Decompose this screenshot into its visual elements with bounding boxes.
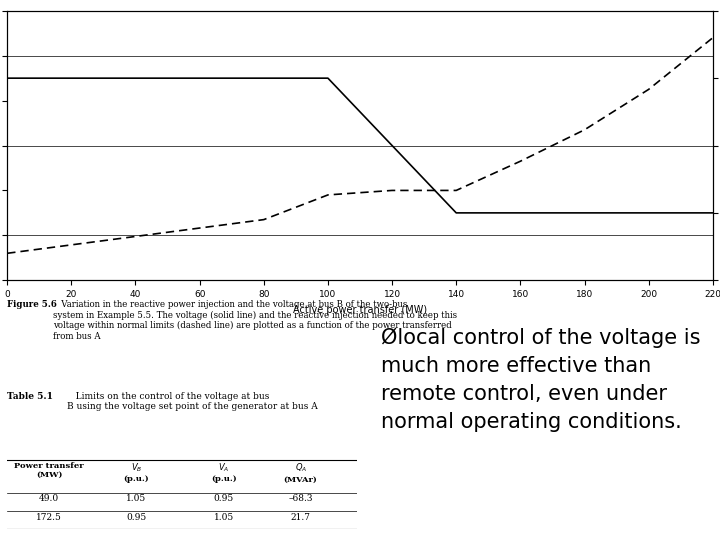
Text: Variation in the reactive power injection and the voltage at bus B of the two-bu: Variation in the reactive power injectio…: [53, 300, 456, 341]
Text: 21.7: 21.7: [291, 512, 310, 522]
Text: $Q_A$
(MVAr): $Q_A$ (MVAr): [284, 462, 318, 483]
Text: Figure 5.6: Figure 5.6: [7, 300, 57, 309]
Text: 0.95: 0.95: [214, 495, 234, 503]
Text: Power transfer
(MW): Power transfer (MW): [14, 462, 84, 479]
Text: 1.05: 1.05: [214, 512, 234, 522]
Text: Table 5.1: Table 5.1: [7, 392, 53, 401]
Text: 0.95: 0.95: [126, 512, 147, 522]
Text: $V_B$
(p.u.): $V_B$ (p.u.): [124, 462, 149, 483]
Text: 172.5: 172.5: [36, 512, 62, 522]
Text: 1.05: 1.05: [126, 495, 147, 503]
X-axis label: Active power transfer (MW): Active power transfer (MW): [293, 305, 427, 314]
Text: $V_A$
(p.u.): $V_A$ (p.u.): [211, 462, 237, 483]
Text: Limits on the control of the voltage at bus
B using the voltage set point of the: Limits on the control of the voltage at …: [66, 392, 318, 411]
Text: Ølocal control of the voltage is
much more effective than
remote control, even u: Ølocal control of the voltage is much mo…: [381, 328, 701, 432]
Text: 49.0: 49.0: [39, 495, 59, 503]
Text: –68.3: –68.3: [289, 495, 313, 503]
